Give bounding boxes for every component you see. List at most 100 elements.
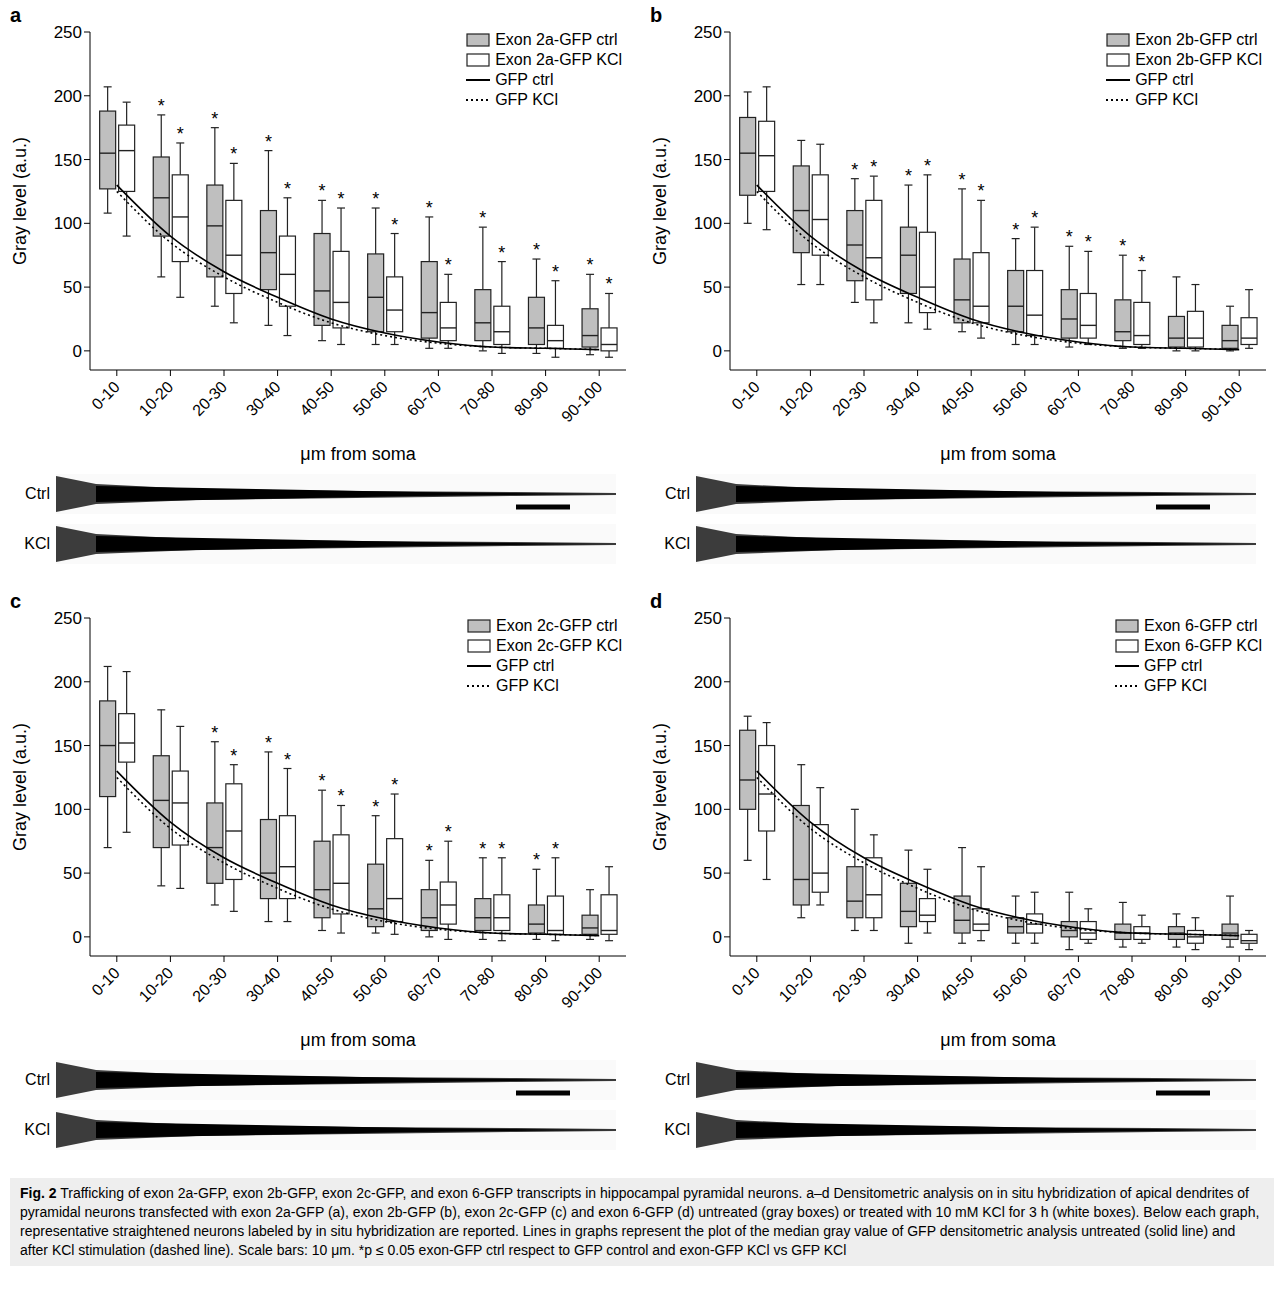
svg-text:90-100: 90-100	[1198, 964, 1245, 1011]
svg-text:*: *	[851, 160, 858, 180]
svg-text:60-70: 60-70	[1044, 378, 1085, 419]
svg-text:30-40: 30-40	[883, 964, 924, 1005]
svg-text:20-30: 20-30	[829, 378, 870, 419]
svg-text:60-70: 60-70	[404, 378, 445, 419]
svg-text:*: *	[319, 181, 326, 201]
svg-text:Gray level (a.u.): Gray level (a.u.)	[650, 137, 670, 265]
svg-text:50-60: 50-60	[990, 964, 1031, 1005]
svg-text:100: 100	[54, 800, 82, 819]
svg-text:0: 0	[73, 928, 82, 947]
svg-text:*: *	[479, 208, 486, 228]
svg-text:20-30: 20-30	[189, 378, 230, 419]
svg-text:30-40: 30-40	[243, 378, 284, 419]
svg-text:μm from soma: μm from soma	[300, 1030, 416, 1050]
svg-text:*: *	[479, 839, 486, 859]
svg-text:Gray level (a.u.): Gray level (a.u.)	[10, 137, 30, 265]
svg-text:*: *	[265, 132, 272, 152]
svg-text:50-60: 50-60	[350, 378, 391, 419]
svg-text:200: 200	[54, 673, 82, 692]
svg-text:80-90: 80-90	[1151, 964, 1192, 1005]
svg-text:*: *	[498, 243, 505, 263]
svg-text:30-40: 30-40	[243, 964, 284, 1005]
svg-text:80-90: 80-90	[1151, 378, 1192, 419]
svg-text:50-60: 50-60	[350, 964, 391, 1005]
svg-text:150: 150	[54, 151, 82, 170]
svg-text:80-90: 80-90	[511, 964, 552, 1005]
svg-text:0: 0	[73, 342, 82, 361]
svg-text:*: *	[533, 850, 540, 870]
svg-text:100: 100	[694, 214, 722, 233]
svg-text:30-40: 30-40	[883, 378, 924, 419]
svg-text:50: 50	[703, 864, 722, 883]
svg-text:20-30: 20-30	[189, 964, 230, 1005]
svg-text:250: 250	[54, 609, 82, 628]
svg-text:40-50: 40-50	[296, 964, 337, 1005]
svg-text:10-20: 10-20	[136, 964, 177, 1005]
svg-text:10-20: 10-20	[136, 378, 177, 419]
svg-text:40-50: 40-50	[296, 378, 337, 419]
svg-text:*: *	[445, 255, 452, 275]
svg-text:*: *	[1066, 227, 1073, 247]
svg-text:*: *	[158, 96, 165, 116]
svg-text:80-90: 80-90	[511, 378, 552, 419]
svg-text:40-50: 40-50	[936, 964, 977, 1005]
svg-text:*: *	[1012, 220, 1019, 240]
svg-text:150: 150	[694, 737, 722, 756]
svg-text:*: *	[426, 198, 433, 218]
svg-text:250: 250	[694, 609, 722, 628]
svg-text:90-100: 90-100	[558, 378, 605, 425]
svg-text:μm from soma: μm from soma	[300, 444, 416, 464]
svg-text:*: *	[372, 797, 379, 817]
svg-text:*: *	[978, 181, 985, 201]
svg-text:*: *	[1085, 232, 1092, 252]
svg-text:*: *	[533, 240, 540, 260]
svg-text:10-20: 10-20	[776, 378, 817, 419]
svg-text:*: *	[391, 775, 398, 795]
svg-text:70-80: 70-80	[1097, 964, 1138, 1005]
svg-text:150: 150	[54, 737, 82, 756]
svg-text:*: *	[372, 189, 379, 209]
svg-text:*: *	[284, 179, 291, 199]
svg-text:250: 250	[54, 23, 82, 42]
svg-text:50: 50	[703, 278, 722, 297]
svg-text:*: *	[924, 156, 931, 176]
svg-text:70-80: 70-80	[1097, 378, 1138, 419]
svg-text:*: *	[905, 166, 912, 186]
svg-text:70-80: 70-80	[457, 964, 498, 1005]
svg-text:60-70: 60-70	[1044, 964, 1085, 1005]
svg-text:*: *	[230, 144, 237, 164]
svg-text:Gray level (a.u.): Gray level (a.u.)	[650, 723, 670, 851]
svg-text:*: *	[552, 839, 559, 859]
svg-text:*: *	[265, 733, 272, 753]
svg-text:*: *	[498, 839, 505, 859]
svg-text:*: *	[445, 822, 452, 842]
svg-text:*: *	[177, 124, 184, 144]
svg-text:20-30: 20-30	[829, 964, 870, 1005]
svg-text:10-20: 10-20	[776, 964, 817, 1005]
svg-text:*: *	[1119, 236, 1126, 256]
svg-text:0-10: 0-10	[88, 964, 123, 999]
svg-text:0-10: 0-10	[728, 964, 763, 999]
svg-text:100: 100	[694, 800, 722, 819]
svg-text:60-70: 60-70	[404, 964, 445, 1005]
svg-text:*: *	[552, 262, 559, 282]
svg-text:40-50: 40-50	[936, 378, 977, 419]
svg-text:*: *	[319, 771, 326, 791]
svg-text:100: 100	[54, 214, 82, 233]
svg-text:70-80: 70-80	[457, 378, 498, 419]
svg-text:200: 200	[694, 673, 722, 692]
svg-text:*: *	[1031, 208, 1038, 228]
svg-text:*: *	[230, 746, 237, 766]
svg-text:250: 250	[694, 23, 722, 42]
svg-text:90-100: 90-100	[1198, 378, 1245, 425]
svg-text:*: *	[426, 841, 433, 861]
svg-text:*: *	[587, 255, 594, 275]
svg-text:0-10: 0-10	[728, 378, 763, 413]
svg-text:*: *	[606, 274, 613, 294]
svg-text:*: *	[391, 215, 398, 235]
svg-text:Gray level (a.u.): Gray level (a.u.)	[10, 723, 30, 851]
svg-text:0: 0	[713, 928, 722, 947]
svg-text:50: 50	[63, 864, 82, 883]
svg-text:0: 0	[713, 342, 722, 361]
svg-text:200: 200	[694, 87, 722, 106]
